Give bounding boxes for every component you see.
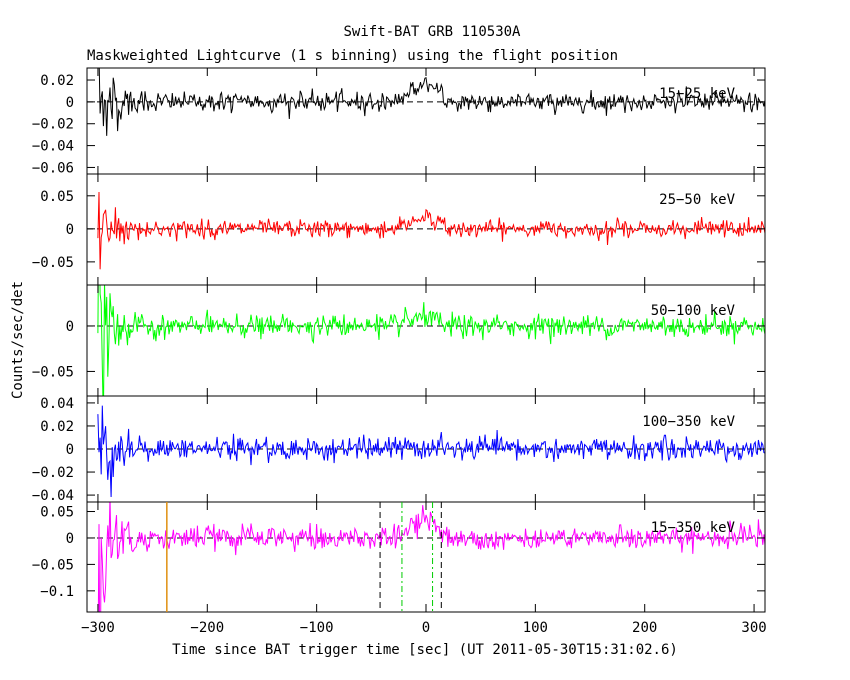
x-tick-label: 200 bbox=[632, 620, 657, 636]
series-line bbox=[97, 191, 765, 270]
y-axis-label: Counts/sec/det bbox=[10, 281, 26, 399]
panel-frame bbox=[86, 67, 766, 175]
y-tick-label: 0.05 bbox=[40, 505, 74, 521]
panel-frame bbox=[86, 284, 766, 397]
band-label: 15−350 keV bbox=[651, 520, 736, 536]
y-tick-label: −0.02 bbox=[32, 465, 74, 481]
y-tick-label: −0.04 bbox=[32, 139, 74, 155]
y-tick-label: −0.05 bbox=[32, 364, 74, 380]
panel-frame bbox=[86, 501, 766, 613]
series-line bbox=[97, 285, 765, 396]
panel-25-50-kev: 25−50 keV 0.05 0 −0.05 bbox=[32, 173, 766, 286]
x-tick-label: 100 bbox=[523, 620, 548, 636]
y-tick-label: −0.06 bbox=[32, 160, 74, 176]
x-axis-label: Time since BAT trigger time [sec] (UT 20… bbox=[172, 642, 678, 658]
y-tick-label: 0.02 bbox=[40, 73, 74, 89]
y-tick-label: 0.05 bbox=[40, 189, 74, 205]
panel-15-350-kev: 15−350 keV 0.05 0 −0.05 −0.1 bbox=[32, 501, 766, 613]
x-tick-label: 0 bbox=[422, 620, 430, 636]
y-tick-label: 0 bbox=[66, 95, 74, 111]
series-line bbox=[97, 405, 765, 498]
panels: 15−25 keV 0.02 0 −0.02 −0.04 −0.06 25−50 keV 0.… bbox=[32, 67, 767, 636]
series-line bbox=[98, 68, 765, 136]
panel-100-350-kev: 100−350 keV 0.04 0.02 0 −0.02 −0.04 bbox=[32, 395, 766, 504]
panel-15-25-kev: 15−25 keV 0.02 0 −0.02 −0.04 −0.06 bbox=[32, 67, 766, 176]
band-label: 15−25 keV bbox=[659, 86, 735, 102]
y-tick-label: 0 bbox=[66, 319, 74, 335]
y-tick-label: −0.1 bbox=[40, 584, 74, 600]
band-label: 25−50 keV bbox=[659, 192, 735, 208]
y-tick-label: 0.04 bbox=[40, 396, 74, 412]
y-tick-label: 0.02 bbox=[40, 419, 74, 435]
panel-50-100-kev: 50−100 keV 0 −0.05 bbox=[32, 284, 766, 397]
band-label: 50−100 keV bbox=[651, 303, 736, 319]
x-tick-label: −100 bbox=[300, 620, 334, 636]
x-tick-label: −300 bbox=[81, 620, 115, 636]
x-tick-label: 300 bbox=[741, 620, 766, 636]
chart-title: Swift-BAT GRB 110530A bbox=[343, 24, 521, 40]
chart-subtitle: Maskweighted Lightcurve (1 s binning) us… bbox=[87, 48, 618, 64]
y-tick-label: 0 bbox=[66, 531, 74, 547]
y-tick-label: 0 bbox=[66, 442, 74, 458]
y-tick-label: 0 bbox=[66, 222, 74, 238]
y-tick-label: −0.02 bbox=[32, 117, 74, 133]
y-tick-label: −0.04 bbox=[32, 488, 74, 504]
y-tick-label: −0.05 bbox=[32, 255, 74, 271]
band-label: 100−350 keV bbox=[642, 414, 735, 430]
x-tick-label: −200 bbox=[190, 620, 224, 636]
y-tick-label: −0.05 bbox=[32, 557, 74, 573]
series-line bbox=[97, 502, 765, 612]
